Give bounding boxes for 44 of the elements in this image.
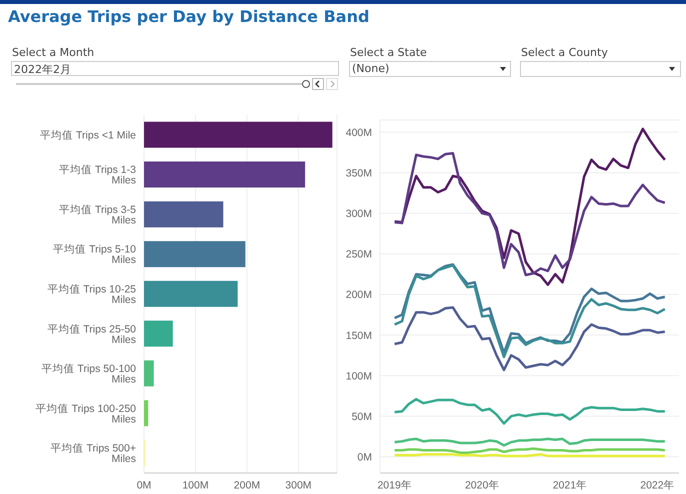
line-series — [393, 398, 666, 425]
bar — [144, 360, 154, 386]
x-tick-label: 2021年 — [552, 479, 588, 492]
x-tick-label: 100M — [182, 479, 209, 492]
y-tick-label: 平均值 Trips 25-50 Miles — [47, 323, 136, 346]
bar — [144, 122, 332, 148]
y-tick-label: 50M — [352, 410, 372, 423]
y-tick-label: 平均值 Trips 1-3 Miles — [59, 164, 136, 187]
y-tick-label: 平均值 Trips <1 Mile — [40, 130, 136, 142]
y-tick-label: 平均值 Trips 50-100 Miles — [42, 363, 136, 386]
bar — [144, 162, 306, 188]
x-tick-label: 300M — [285, 479, 312, 492]
y-tick-label: 350M — [346, 167, 372, 180]
text: Select a County — [521, 46, 608, 59]
bar — [144, 280, 238, 307]
text: Select a State — [350, 46, 427, 59]
y-tick-label: 平均值 Trips 10-25 Miles — [47, 283, 136, 306]
y-tick-label: 150M — [346, 330, 372, 342]
y-tick-label: 400M — [346, 126, 372, 139]
line-series — [393, 438, 666, 447]
y-tick-label: 平均值 Trips 3-5 Miles — [59, 204, 136, 226]
bar — [144, 241, 246, 268]
line-series — [393, 152, 666, 276]
text: Average Trips per Day by Distance Band — [8, 7, 370, 26]
y-tick-label: 平均值 Trips 5-10 Miles — [53, 244, 136, 266]
y-tick-label: 200M — [346, 289, 372, 302]
bar — [144, 400, 148, 426]
x-tick-label: 0M — [136, 479, 152, 492]
y-tick-label: 300M — [346, 208, 372, 220]
y-tick-label: 平均值 Trips 100-250 Miles — [36, 402, 136, 426]
y-tick-label: 0M — [357, 452, 372, 464]
bar — [144, 201, 224, 228]
y-tick-label: 100M — [346, 370, 372, 382]
bar — [144, 320, 173, 347]
text: 2022年2月 — [14, 62, 71, 77]
x-tick-label: 2019年 — [377, 479, 412, 492]
x-tick-label: 200M — [234, 479, 260, 492]
text: Select a Month — [12, 46, 94, 59]
line-series — [393, 306, 666, 372]
x-tick-label: 2020年 — [464, 479, 500, 492]
y-tick-label: 250M — [346, 248, 372, 261]
text: (None) — [352, 62, 390, 75]
x-tick-label: 2022年 — [640, 479, 675, 492]
y-tick-label: 平均值 Trips 500+ Miles — [50, 442, 136, 466]
